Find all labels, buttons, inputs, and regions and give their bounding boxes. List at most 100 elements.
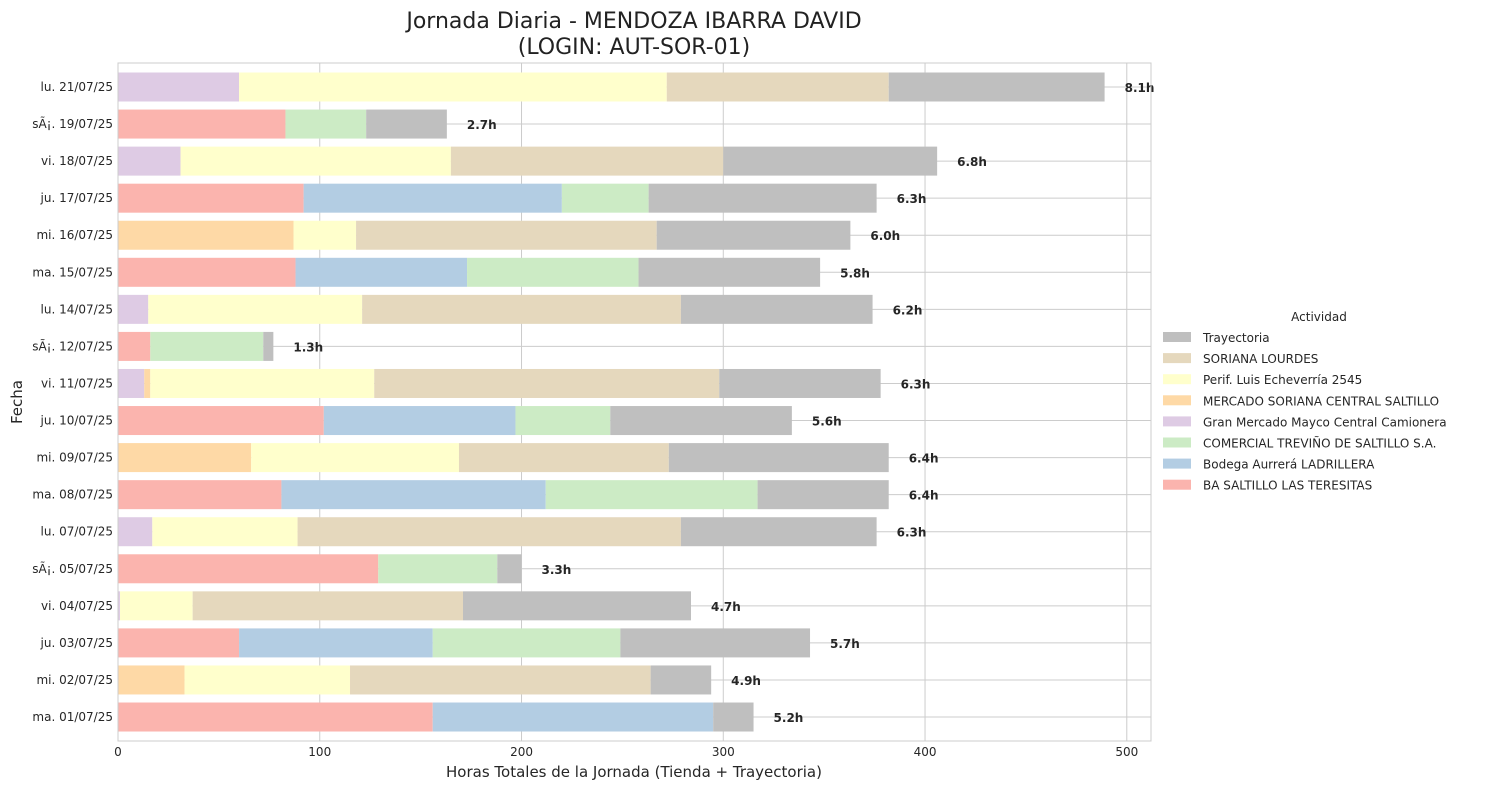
bar-segment — [118, 294, 149, 324]
y-tick-label: mi. 02/07/25 — [36, 673, 113, 687]
y-tick-label: mi. 09/07/25 — [36, 451, 113, 465]
bar-segment — [432, 628, 621, 658]
total-hours-label: 6.2h — [893, 303, 923, 317]
y-tick-label: ju. 17/07/25 — [40, 191, 113, 205]
bar-segment — [120, 591, 193, 621]
legend: Actividad Trayectoria SORIANA LOURDES Peri… — [1163, 310, 1447, 493]
bar-segment — [152, 517, 298, 547]
bar-segment — [680, 294, 873, 324]
bar-segment — [150, 368, 375, 398]
bar-segment — [118, 628, 240, 658]
bar-segment — [666, 72, 889, 102]
y-tick-label: sÃ¡. 12/07/25 — [32, 338, 113, 353]
y-tick-label: vi. 04/07/25 — [41, 599, 113, 613]
bar-segment — [118, 702, 433, 732]
y-axis-label: Fecha — [8, 380, 26, 424]
bar-segment — [713, 702, 754, 732]
legend-swatch — [1163, 416, 1191, 427]
bar-segment — [432, 702, 714, 732]
bar-segment — [239, 628, 433, 658]
total-hours-label: 5.7h — [830, 637, 860, 651]
bar-segment — [656, 220, 851, 250]
y-tick-label: sÃ¡. 19/07/25 — [32, 116, 113, 131]
legend-label: MERCADO SORIANA CENTRAL SALTILLO — [1203, 394, 1439, 408]
x-tick-label: 100 — [308, 745, 331, 759]
bar-segment — [374, 368, 720, 398]
legend-swatch — [1163, 332, 1191, 342]
y-tick-label: lu. 14/07/25 — [41, 302, 113, 316]
bar-segment — [366, 109, 447, 139]
total-hours-label: 6.3h — [897, 192, 927, 206]
legend-label: Bodega Aurrerá LADRILLERA — [1203, 458, 1375, 472]
x-tick-label: 500 — [1115, 745, 1138, 759]
bar-segment — [180, 146, 451, 176]
total-hours-label: 3.3h — [542, 563, 572, 577]
total-hours-label: 6.8h — [957, 155, 987, 169]
y-tick-label: lu. 21/07/25 — [41, 80, 113, 94]
bar-segment — [356, 220, 657, 250]
legend-swatch — [1163, 395, 1191, 406]
y-tick-label: ju. 10/07/25 — [40, 414, 113, 428]
legend-swatch — [1163, 353, 1191, 364]
bar-segment — [668, 443, 889, 473]
bar-segment — [561, 183, 649, 213]
total-hours-label: 5.8h — [840, 266, 870, 280]
bar-segment — [118, 257, 296, 287]
bar-segment — [239, 72, 667, 102]
bars — [118, 72, 1105, 732]
y-tick-label: ma. 01/07/25 — [32, 710, 113, 724]
y-tick-label: lu. 07/07/25 — [41, 525, 113, 539]
bar-segment — [285, 109, 367, 139]
legend-swatch — [1163, 479, 1191, 490]
total-hours-label: 6.3h — [901, 377, 931, 391]
total-hours-label: 4.7h — [711, 600, 741, 614]
bar-segment — [192, 591, 464, 621]
bar-segment — [118, 72, 240, 102]
bar-segment — [458, 443, 669, 473]
bar-segment — [118, 554, 379, 584]
bar-segment — [719, 368, 881, 398]
bar-segment — [118, 406, 324, 436]
bar-segment — [251, 443, 459, 473]
bar-segment — [144, 368, 151, 398]
bar-segment — [150, 331, 264, 361]
bar-segment — [515, 406, 611, 436]
x-tick-label: 400 — [914, 745, 937, 759]
total-hours-label: 6.0h — [870, 229, 900, 243]
bar-segment — [497, 554, 522, 584]
bar-segment — [118, 665, 185, 695]
legend-label: Gran Mercado Mayco Central Camionera — [1203, 415, 1447, 429]
bar-segment — [118, 109, 286, 139]
plot-frame — [117, 62, 1152, 742]
bar-segment — [281, 480, 546, 510]
bar-segment — [293, 220, 357, 250]
total-labels: 8.1h 2.7h 6.8h 6.3h 6.0h 5.8h 6.2h 1.3h 6.3h 5.6h… — [293, 81, 1154, 725]
bar-segment — [620, 628, 811, 658]
bar-segment — [263, 331, 274, 361]
x-tick-label: 200 — [510, 745, 533, 759]
bar-segment — [118, 146, 181, 176]
total-hours-label: 6.3h — [897, 526, 927, 540]
legend-swatch — [1163, 458, 1191, 469]
legend-label: SORIANA LOURDES — [1203, 352, 1318, 366]
legend-label: Trayectoria — [1202, 331, 1270, 345]
total-hours-label: 1.3h — [293, 340, 323, 354]
y-tick-label: vi. 18/07/25 — [41, 154, 113, 168]
y-tick-label: ma. 15/07/25 — [32, 265, 113, 279]
bar-segment — [723, 146, 938, 176]
x-tick-label: 300 — [712, 745, 735, 759]
bar-segment — [295, 257, 468, 287]
bar-segment — [888, 72, 1105, 102]
bar-segment — [118, 220, 294, 250]
bar-segment — [350, 665, 651, 695]
total-hours-label: 4.9h — [731, 674, 761, 688]
bar-segment — [323, 406, 516, 436]
x-axis-label: Horas Totales de la Jornada (Tienda + Tr… — [446, 763, 822, 781]
legend-swatch — [1163, 437, 1191, 448]
total-hours-label: 8.1h — [1125, 81, 1155, 95]
total-hours-label: 6.4h — [909, 452, 939, 466]
bar-segment — [118, 183, 304, 213]
y-tick-label: sÃ¡. 05/07/25 — [32, 561, 113, 576]
bar-segment — [378, 554, 498, 584]
